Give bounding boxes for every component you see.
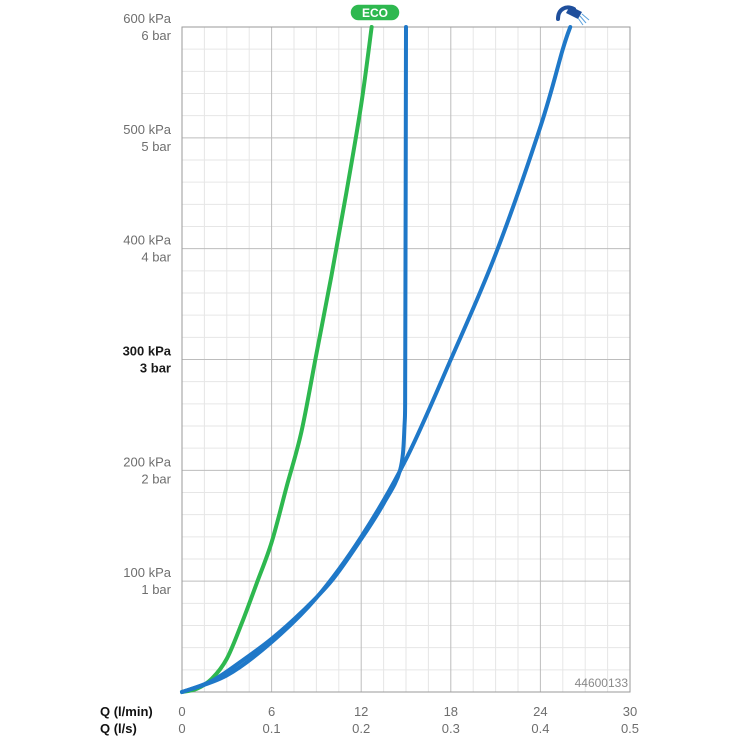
y-tick-label-bar: 4 bar — [141, 250, 171, 265]
svg-text:ECO: ECO — [362, 6, 388, 20]
product-code: 44600133 — [575, 676, 629, 690]
x-tick-label-lmin: 0 — [178, 704, 185, 719]
y-tick-label-kpa: 100 kPa — [123, 565, 171, 580]
x-tick-label-lmin: 24 — [533, 704, 547, 719]
x-tick-label-lmin: 12 — [354, 704, 368, 719]
y-tick-label-bar: 5 bar — [141, 139, 171, 154]
shower-head-icon — [556, 5, 590, 26]
x-tick-label-ls: 0.1 — [263, 721, 281, 736]
series-group — [180, 25, 573, 694]
y-tick-label-bar: 2 bar — [141, 471, 171, 486]
x-axis-title-lmin: Q (l/min) — [100, 704, 153, 719]
x-tick-label-ls: 0.5 — [621, 721, 639, 736]
y-tick-labels: 100 kPa 1 bar 200 kPa 2 bar 300 kPa 3 bar 400 … — [123, 11, 172, 597]
y-tick-label-kpa: 600 kPa — [123, 11, 171, 26]
y-tick-label-kpa: 400 kPa — [123, 233, 171, 248]
x-tick-label-ls: 0.4 — [531, 721, 549, 736]
eco-badge: ECO — [349, 3, 401, 22]
y-tick-label-kpa: 200 kPa — [123, 454, 171, 469]
y-tick-label-kpa: 300 kPa — [123, 344, 172, 359]
y-tick-label-bar: 1 bar — [141, 582, 171, 597]
series-line-3 — [180, 25, 573, 694]
x-tick-label-ls: 0.3 — [442, 721, 460, 736]
x-tick-label-ls: 0.2 — [352, 721, 370, 736]
y-tick-label-bar: 6 bar — [141, 28, 171, 43]
x-tick-labels: 0 6 12 18 24 30 0 0.1 0.2 0.3 0.4 0.5 — [178, 704, 639, 736]
x-tick-label-ls: 0 — [178, 721, 185, 736]
x-axis-title-ls: Q (l/s) — [100, 721, 137, 736]
y-tick-label-kpa: 500 kPa — [123, 122, 171, 137]
y-tick-label-bar: 3 bar — [140, 361, 171, 376]
x-tick-label-lmin: 30 — [623, 704, 637, 719]
x-tick-label-lmin: 6 — [268, 704, 275, 719]
x-tick-label-lmin: 18 — [444, 704, 458, 719]
series-line-1 — [180, 25, 374, 694]
